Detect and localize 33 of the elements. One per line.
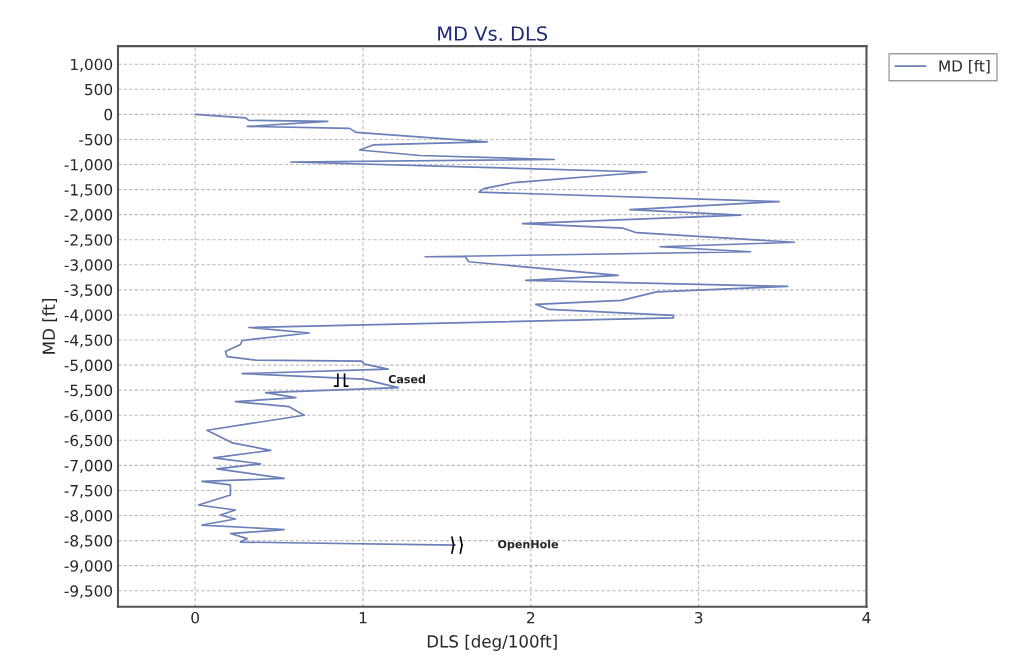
y-tick-label: -1,000 — [64, 158, 113, 173]
y-axis-title: MD [ft] — [42, 299, 58, 354]
y-tick-label: -9,500 — [64, 585, 113, 599]
y-tick-label: -5,000 — [64, 359, 113, 373]
y-tick-label: 500 — [85, 83, 113, 96]
y-tick-label: -8,000 — [64, 509, 113, 524]
y-tick-label: -500 — [79, 133, 113, 146]
y-tick-label: -8,500 — [64, 535, 113, 549]
y-tick-label: -3,500 — [64, 284, 113, 298]
x-tick-label: 4 — [862, 612, 871, 624]
y-tick-label: -7,500 — [64, 484, 113, 499]
y-tick-label: -1,500 — [64, 184, 113, 198]
x-tick-label: 1 — [359, 612, 367, 624]
y-tick-label: -9,000 — [64, 560, 113, 574]
y-tick-label: -2,000 — [64, 209, 113, 223]
y-tick-label: -4,000 — [64, 309, 113, 323]
annotation: OpenHole — [498, 539, 559, 551]
y-tick-label: -2,500 — [64, 234, 113, 248]
y-tick-label: 0 — [104, 108, 113, 121]
y-tick-label: -6,500 — [64, 434, 113, 448]
x-tick-label: 3 — [694, 611, 703, 624]
legend-label: MD [ft] — [939, 59, 990, 74]
x-tick-label: 2 — [527, 611, 535, 624]
annotation: Cased — [388, 374, 425, 384]
y-tick-label: -3,000 — [64, 259, 113, 273]
x-tick-label: 0 — [191, 611, 200, 624]
y-tick-label: -6,000 — [64, 409, 113, 423]
y-tick-label: -4,500 — [64, 334, 113, 348]
y-tick-label: -5,500 — [64, 384, 113, 398]
chart-title: MD Vs. DLS — [438, 26, 548, 41]
x-axis-title: DLS [deg/100ft] — [427, 634, 557, 651]
y-tick-label: 1,000 — [71, 58, 113, 72]
y-tick-label: -7,000 — [64, 459, 113, 473]
